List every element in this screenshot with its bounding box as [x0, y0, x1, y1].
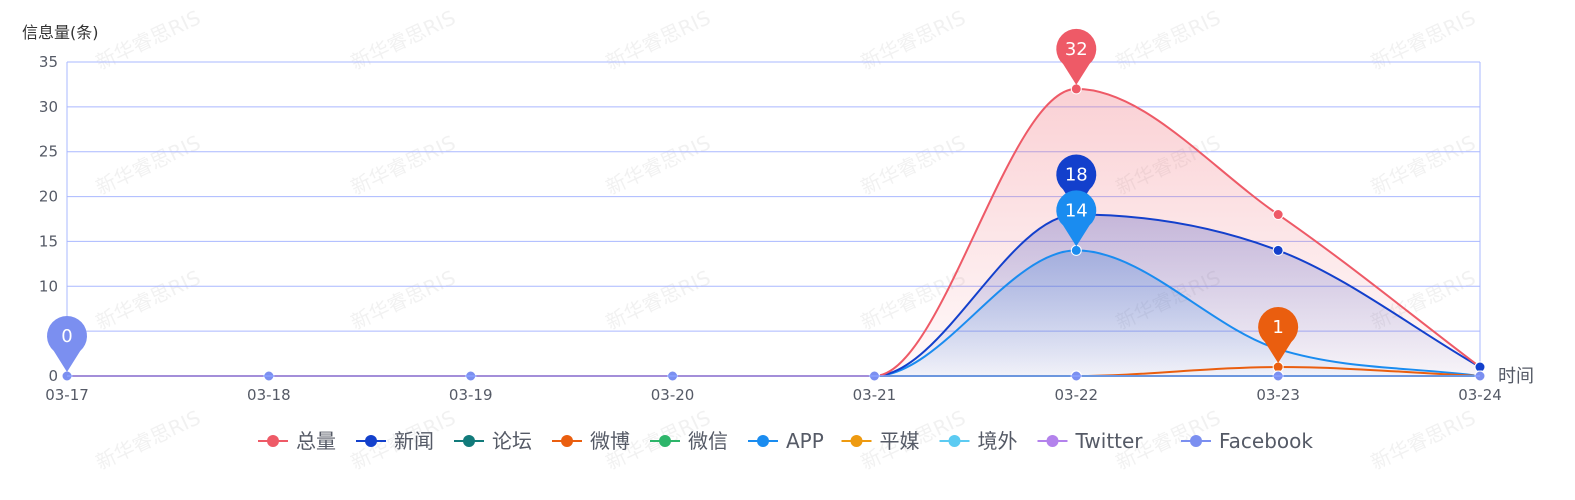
data-point[interactable]	[1070, 244, 1082, 256]
legend-marker-dot	[757, 435, 769, 447]
legend-marker-dot	[463, 435, 475, 447]
y-axis-label: 信息量(条)	[22, 23, 99, 42]
watermark-text: 新华睿思RIS	[1367, 405, 1479, 474]
legend-item-论坛[interactable]: 论坛	[454, 429, 532, 453]
watermark-text: 新华睿思RIS	[857, 130, 969, 199]
legend-item-微博[interactable]: 微博	[552, 429, 630, 453]
y-tick-label: 30	[39, 98, 58, 116]
x-tick-label: 03-18	[247, 386, 291, 404]
x-tick-label: 03-17	[45, 386, 89, 404]
annotation-pin-shape	[1258, 307, 1299, 364]
legend-item-facebook[interactable]: Facebook	[1181, 429, 1313, 453]
x-tick-label: 03-24	[1458, 386, 1502, 404]
annotation-label: 0	[61, 326, 72, 347]
watermark-text: 新华睿思RIS	[347, 130, 459, 199]
watermark-text: 新华睿思RIS	[857, 5, 969, 74]
watermark-text: 新华睿思RIS	[602, 130, 714, 199]
legend-item-新闻[interactable]: 新闻	[356, 429, 434, 453]
x-tick-label: 03-19	[449, 386, 493, 404]
legend-label: APP	[786, 429, 824, 453]
x-tick-label: 03-23	[1256, 386, 1300, 404]
legend-item-app[interactable]: APP	[748, 429, 824, 453]
data-point[interactable]	[1070, 83, 1082, 95]
legend-item-twitter[interactable]: Twitter	[1037, 429, 1144, 453]
watermark-text: 新华睿思RIS	[1112, 5, 1224, 74]
legend-item-总量[interactable]: 总量	[258, 429, 336, 453]
legend-label: Facebook	[1219, 429, 1313, 453]
annotation-label: 32	[1065, 39, 1088, 60]
watermark-text: 新华睿思RIS	[602, 265, 714, 334]
y-tick-label: 0	[48, 367, 58, 385]
annotation-pin-shape	[46, 315, 88, 372]
legend-item-平媒[interactable]: 平媒	[841, 429, 920, 453]
watermark-text: 新华睿思RIS	[1367, 130, 1479, 199]
x-tick-label: 03-20	[651, 386, 695, 404]
legend-label: 新闻	[394, 429, 434, 453]
annotation-pin: 1	[1258, 307, 1299, 364]
watermark-text: 新华睿思RIS	[602, 5, 714, 74]
legend-label: 微博	[590, 429, 630, 453]
watermark-text: 新华睿思RIS	[347, 5, 459, 74]
legend-item-境外[interactable]: 境外	[939, 429, 1018, 453]
legend-item-微信[interactable]: 微信	[650, 429, 728, 453]
series-area-总量	[67, 88, 1480, 377]
y-tick-label: 15	[39, 232, 58, 250]
legend-marker-dot	[1046, 435, 1059, 447]
annotation-label: 14	[1065, 200, 1088, 221]
y-tick-label: 10	[39, 277, 58, 295]
legend-marker-dot	[948, 435, 961, 447]
legend-marker-dot	[561, 435, 573, 447]
annotation-pin: 18	[1056, 154, 1097, 211]
legend-label: 境外	[978, 429, 1018, 453]
annotation-pin: 0	[46, 315, 88, 372]
legend: 总量 新闻 论坛 微博 微信 APP 平媒 境外 Twitter Facebook	[258, 429, 1313, 453]
watermark-text: 新华睿思RIS	[92, 265, 204, 334]
area-layer	[67, 88, 1480, 377]
y-tick-label: 25	[39, 143, 58, 161]
legend-marker-dot	[659, 435, 671, 447]
annotation-label: 18	[1065, 165, 1088, 186]
annotation-label: 1	[1272, 317, 1283, 338]
legend-label: Twitter	[1075, 429, 1144, 453]
y-tick-label: 20	[39, 188, 58, 206]
watermark-text: 新华睿思RIS	[92, 130, 204, 199]
watermark-text: 新华睿思RIS	[1367, 5, 1479, 74]
legend-label: 论坛	[492, 429, 532, 453]
y-tick-label: 35	[39, 53, 58, 71]
annotation-pin: 14	[1056, 190, 1097, 247]
legend-label: 平媒	[880, 429, 920, 453]
data-point[interactable]	[1272, 209, 1284, 221]
annotation-pin: 32	[1056, 28, 1097, 85]
legend-marker-dot	[1190, 435, 1202, 447]
watermark-text: 新华睿思RIS	[347, 265, 459, 334]
x-tick-label: 03-21	[853, 386, 897, 404]
annotation-pin-shape	[1056, 190, 1097, 247]
legend-marker-dot	[267, 435, 279, 447]
legend-label: 微信	[688, 429, 728, 453]
x-tick-label: 03-22	[1054, 386, 1098, 404]
legend-label: 总量	[296, 429, 336, 453]
legend-marker-dot	[365, 435, 377, 447]
watermark-text: 新华睿思RIS	[92, 405, 204, 474]
annotation-pin-shape	[1056, 154, 1097, 211]
watermark-text: 新华睿思RIS	[92, 5, 204, 74]
data-point[interactable]	[1272, 244, 1284, 256]
legend-marker-dot	[850, 435, 863, 447]
annotation-pin-shape	[1056, 28, 1097, 85]
x-axis-label: 时间	[1498, 366, 1534, 387]
